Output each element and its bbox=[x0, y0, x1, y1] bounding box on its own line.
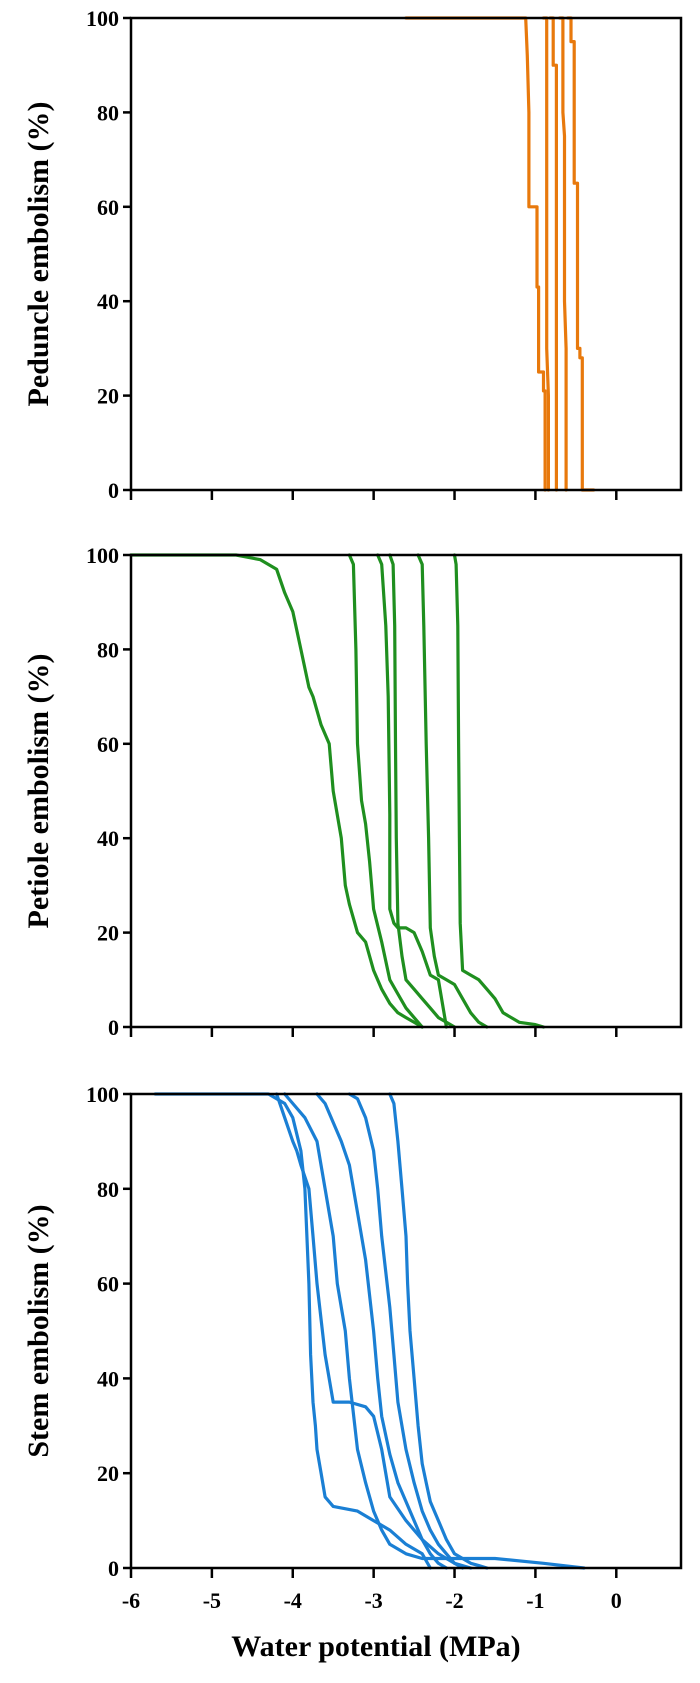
stem-panel: 0 20 40 60 80 100 -6 -5 -4 -3 -2 -1 0 Stem embolism (… bbox=[22, 1082, 683, 1663]
peduncle-panel: 0 20 40 60 80 100 Peduncle embolism (%) bbox=[22, 6, 683, 503]
stem-series-6 bbox=[388, 1092, 489, 1570]
petiole-series-2 bbox=[347, 553, 424, 1029]
petiole-series-5 bbox=[416, 553, 489, 1029]
peduncle-y-tick-label: 0 bbox=[108, 478, 119, 503]
peduncle-series-1 bbox=[404, 16, 547, 492]
peduncle-y-tick-label: 60 bbox=[97, 195, 119, 220]
stem-series-3 bbox=[283, 1092, 586, 1570]
petiole-series-6 bbox=[452, 553, 546, 1029]
peduncle-series-3 bbox=[548, 16, 558, 492]
peduncle-series-5 bbox=[566, 16, 596, 492]
petiole-series-4 bbox=[388, 553, 457, 1029]
stem-series-1 bbox=[153, 1092, 432, 1570]
petiole-y-tick-label: 20 bbox=[97, 921, 119, 946]
stem-x-tick-label: -2 bbox=[445, 1588, 463, 1613]
petiole-y-tick-label: 0 bbox=[108, 1015, 119, 1040]
stem-series-5 bbox=[347, 1092, 465, 1570]
stem-y-tick-label: 40 bbox=[97, 1366, 119, 1391]
stem-series-4 bbox=[315, 1092, 448, 1570]
stem-y-tick-label: 60 bbox=[97, 1272, 119, 1297]
stem-x-tick-label: -6 bbox=[122, 1588, 140, 1613]
petiole-series-3 bbox=[376, 553, 448, 1029]
peduncle-series-4 bbox=[558, 16, 568, 492]
peduncle-y-axis-title: Peduncle embolism (%) bbox=[22, 102, 55, 407]
peduncle-y-tick-label: 20 bbox=[97, 384, 119, 409]
petiole-y-axis-title: Petiole embolism (%) bbox=[22, 654, 55, 929]
stem-x-axis-title: Water potential (MPa) bbox=[231, 1630, 520, 1663]
petiole-y-tick-label: 60 bbox=[97, 732, 119, 757]
petiole-y-tick-label: 100 bbox=[86, 543, 119, 568]
stem-plot-frame bbox=[129, 1092, 683, 1570]
peduncle-y-tick-label: 100 bbox=[86, 6, 119, 31]
petiole-plot-frame bbox=[129, 553, 683, 1029]
stem-y-tick-label: 100 bbox=[86, 1082, 119, 1107]
peduncle-plot-frame bbox=[129, 16, 683, 492]
peduncle-y-tick-label: 40 bbox=[97, 289, 119, 314]
stem-y-tick-label: 80 bbox=[97, 1177, 119, 1202]
stem-y-tick-label: 20 bbox=[97, 1461, 119, 1486]
petiole-y-tick-label: 80 bbox=[97, 637, 119, 662]
stem-x-tick-label: -5 bbox=[203, 1588, 221, 1613]
stem-x-tick-label: -1 bbox=[526, 1588, 544, 1613]
stem-x-tick-label: -4 bbox=[284, 1588, 302, 1613]
stem-y-axis-title: Stem embolism (%) bbox=[22, 1204, 55, 1457]
petiole-y-tick-label: 40 bbox=[97, 826, 119, 851]
peduncle-y-tick-label: 80 bbox=[97, 100, 119, 125]
stem-x-tick-label: 0 bbox=[611, 1588, 622, 1613]
stem-x-tick-label: -3 bbox=[364, 1588, 382, 1613]
petiole-series-1 bbox=[129, 553, 424, 1029]
petiole-panel: 0 20 40 60 80 100 Petiole embolism (%) bbox=[22, 543, 683, 1040]
stem-y-tick-label: 0 bbox=[108, 1556, 119, 1581]
